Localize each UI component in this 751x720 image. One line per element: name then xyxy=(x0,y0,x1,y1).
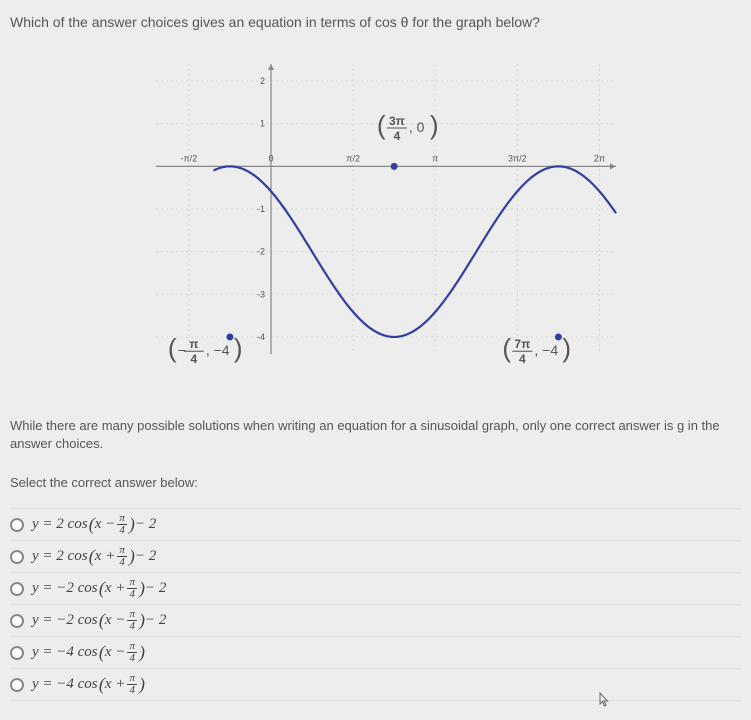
answer-option-3[interactable]: y = −2 cos (x − π4) − 2 xyxy=(10,604,741,636)
answer-option-1[interactable]: y = 2 cos (x + π4) − 2 xyxy=(10,540,741,572)
answer-text: y = −2 cos (x + π4) − 2 xyxy=(32,577,166,600)
radio-icon[interactable] xyxy=(10,614,24,628)
svg-text:): ) xyxy=(233,333,242,363)
svg-text:(: ( xyxy=(167,333,176,363)
svg-text:4: 4 xyxy=(190,352,197,366)
svg-text:-3: -3 xyxy=(256,289,264,299)
svg-text:0: 0 xyxy=(268,153,273,163)
answer-text: y = −4 cos (x + π4) xyxy=(32,673,145,696)
svg-text:3π: 3π xyxy=(388,114,404,128)
svg-text:7π: 7π xyxy=(514,337,530,351)
answer-option-2[interactable]: y = −2 cos (x + π4) − 2 xyxy=(10,572,741,604)
svg-text:(: ( xyxy=(376,110,385,140)
svg-text:3π/2: 3π/2 xyxy=(507,153,526,163)
svg-text:π: π xyxy=(432,153,438,163)
answer-text: y = 2 cos (x + π4) − 2 xyxy=(32,545,156,568)
answer-text: y = 2 cos (x − π4) − 2 xyxy=(32,513,156,536)
svg-text:): ) xyxy=(429,110,438,140)
radio-icon[interactable] xyxy=(10,518,24,532)
svg-text:4: 4 xyxy=(519,352,526,366)
svg-text:π/2: π/2 xyxy=(346,153,360,163)
svg-text:2π: 2π xyxy=(593,153,604,163)
answer-text: y = −4 cos (x − π4) xyxy=(32,641,145,664)
svg-text:-π/2: -π/2 xyxy=(180,153,197,163)
answer-option-4[interactable]: y = −4 cos (x − π4) xyxy=(10,636,741,668)
svg-text:, 0: , 0 xyxy=(408,119,424,135)
question-text: Which of the answer choices gives an equ… xyxy=(10,10,741,34)
answer-option-0[interactable]: y = 2 cos (x − π4) − 2 xyxy=(10,508,741,540)
svg-text:): ) xyxy=(562,333,571,363)
svg-text:2: 2 xyxy=(259,76,264,86)
answer-list: y = 2 cos (x − π4) − 2 y = 2 cos (x + π4)… xyxy=(10,508,741,701)
radio-icon[interactable] xyxy=(10,646,24,660)
svg-text:π: π xyxy=(189,337,198,351)
svg-text:-2: -2 xyxy=(256,247,264,257)
radio-icon[interactable] xyxy=(10,678,24,692)
pointer-cursor-icon xyxy=(595,691,611,712)
answer-option-5[interactable]: y = −4 cos (x + π4) xyxy=(10,668,741,701)
svg-text:1: 1 xyxy=(259,119,264,129)
select-prompt: Select the correct answer below: xyxy=(10,471,741,494)
radio-icon[interactable] xyxy=(10,582,24,596)
note-text: While there are many possible solutions … xyxy=(10,413,741,457)
svg-text:, −4: , −4 xyxy=(205,342,229,358)
svg-text:-1: -1 xyxy=(256,204,264,214)
svg-text:4: 4 xyxy=(393,129,400,143)
svg-text:-4: -4 xyxy=(256,332,264,342)
graph: -π/20π/2π3π/22π21-1-2-3-4(3π4, 0)(−π4, −… xyxy=(116,54,636,389)
answer-text: y = −2 cos (x − π4) − 2 xyxy=(32,609,166,632)
svg-text:(: ( xyxy=(502,333,511,363)
graph-container: -π/20π/2π3π/22π21-1-2-3-4(3π4, 0)(−π4, −… xyxy=(10,44,741,399)
svg-text:−: − xyxy=(177,342,185,358)
radio-icon[interactable] xyxy=(10,550,24,564)
svg-text:, −4: , −4 xyxy=(534,342,558,358)
